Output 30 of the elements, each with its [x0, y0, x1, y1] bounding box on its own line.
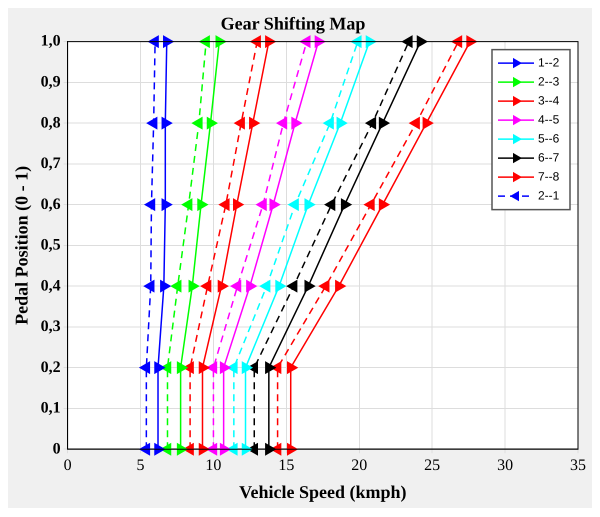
x-tick-label: 15 [278, 457, 294, 474]
x-tick-label: 0 [64, 457, 72, 474]
y-tick-label: 0,1 [40, 400, 61, 417]
x-axis-title: Vehicle Speed (kmph) [239, 482, 406, 502]
y-tick-label: 0,3 [40, 318, 61, 336]
x-tick-label: 35 [570, 457, 586, 474]
legend-label: 4--5 [538, 112, 560, 126]
legend-label: 2--3 [538, 74, 560, 88]
y-tick-label: 0 [52, 440, 61, 458]
y-tick-label: 0,8 [40, 114, 61, 132]
legend-label: 3--4 [538, 93, 560, 108]
x-tick-label: 25 [424, 457, 440, 474]
y-tick-label: 0,7 [40, 155, 61, 172]
x-tick-label: 20 [351, 457, 368, 474]
y-tick-label: 0,5 [40, 236, 61, 254]
y-tick-label: 0,2 [40, 358, 61, 376]
legend-label: 2--1 [538, 188, 560, 202]
legend-label: 6--7 [538, 150, 560, 164]
y-tick-label: 0,4 [40, 277, 61, 294]
legend-label: 1--2 [538, 55, 560, 70]
y-tick-label: 1,0 [40, 32, 61, 50]
legend-label: 5--6 [538, 131, 560, 146]
legend-label: 7--8 [538, 169, 560, 184]
y-axis-title: Pedal Position (0 - 1) [11, 166, 32, 325]
x-tick-label: 5 [136, 457, 145, 474]
x-tick-label: 30 [497, 457, 514, 474]
x-tick-label: 10 [205, 457, 222, 474]
y-tick-label: 0,9 [40, 74, 61, 90]
y-tick-label: 0,6 [40, 196, 61, 213]
chart-title: Gear Shifting Map [220, 13, 366, 34]
